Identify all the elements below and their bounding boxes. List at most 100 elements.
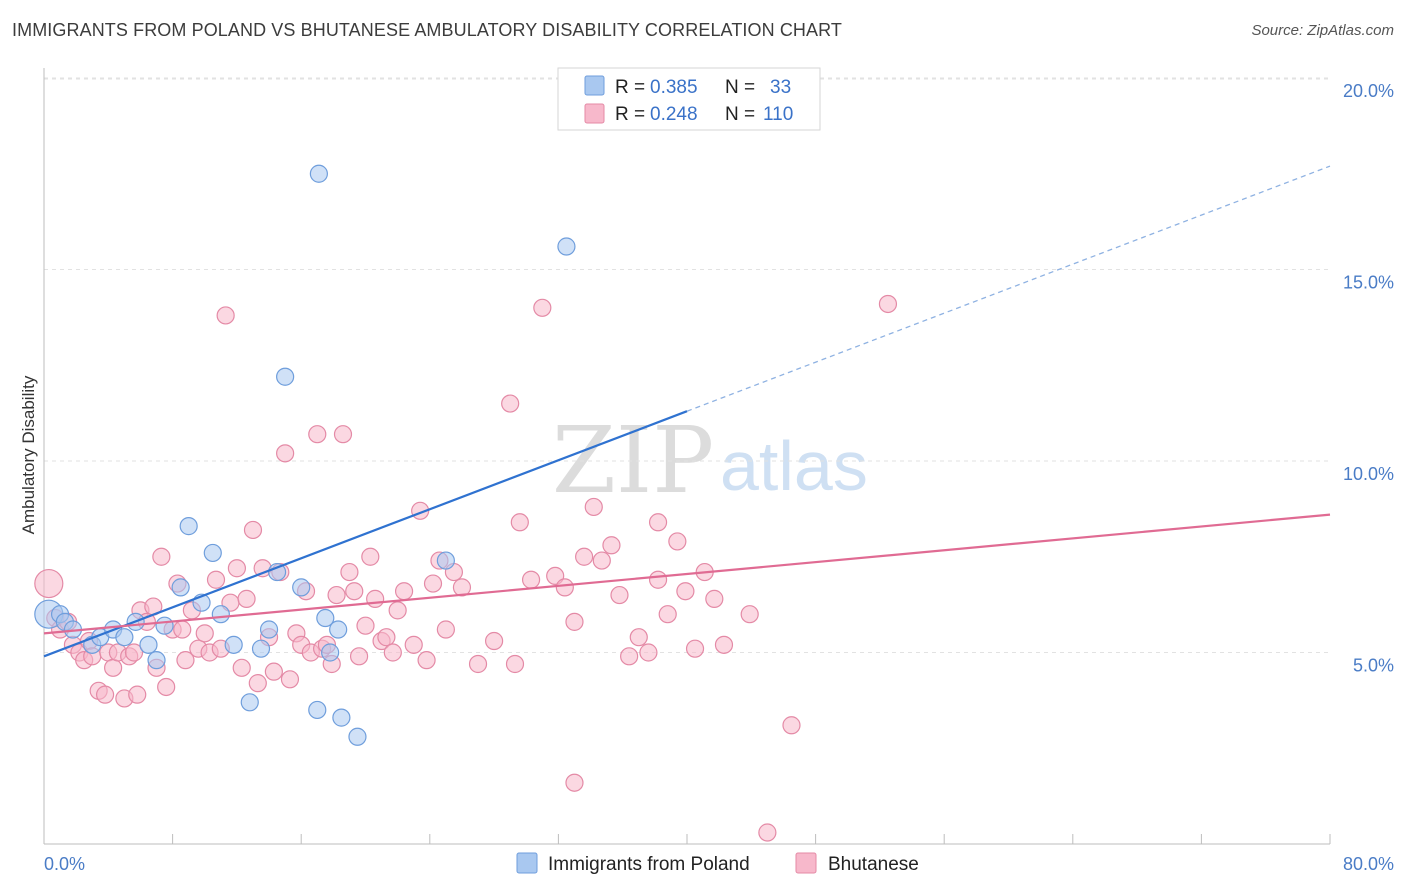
bhutanese-point	[592, 551, 611, 570]
poland-point	[139, 635, 158, 654]
legend-swatch-poland	[584, 75, 605, 96]
bhutanese-point	[417, 651, 436, 670]
bhutanese-point	[740, 605, 759, 624]
bhutanese-trend-line	[43, 513, 1331, 635]
y-tick-labels: 5.0% 10.0% 15.0% 20.0%	[1343, 81, 1394, 676]
bhutanese-point	[521, 570, 541, 589]
bhutanese-point	[383, 643, 402, 662]
bhutanese-point	[308, 425, 327, 444]
bhutanese-point	[157, 677, 176, 697]
bhutanese-point	[366, 589, 385, 608]
poland-point	[259, 620, 279, 639]
x-tick-marks	[43, 834, 1331, 844]
poland-point	[292, 578, 311, 597]
bhutanese-point	[280, 670, 300, 689]
bhutanese-point	[575, 547, 594, 566]
bhutanese-point	[423, 574, 443, 593]
series-legend-swatch-poland	[516, 852, 538, 874]
poland-points	[34, 164, 576, 746]
bhutanese-point	[510, 513, 529, 532]
poland-point	[203, 543, 222, 563]
legend-n-label-bhutanese: N =	[725, 104, 755, 125]
poland-point	[348, 727, 367, 746]
legend-r-label-poland: R =	[615, 77, 645, 98]
bhutanese-point	[333, 425, 353, 444]
bhutanese-point	[195, 624, 214, 643]
poland-point	[308, 700, 327, 720]
bhutanese-point	[345, 582, 364, 601]
series-legend-label-poland: Immigrants from Poland	[548, 854, 750, 875]
poland-point	[309, 164, 328, 183]
legend-r-label-bhutanese: R =	[615, 104, 645, 125]
poland-trend-extension	[686, 165, 1331, 412]
bhutanese-point	[584, 497, 603, 517]
bhutanese-point	[705, 589, 724, 608]
bhutanese-point	[610, 585, 629, 605]
bhutanese-point	[676, 582, 695, 601]
legend-n-value-poland: 33	[770, 77, 791, 98]
bhutanese-point	[243, 520, 263, 540]
bhutanese-point	[878, 294, 898, 314]
poland-point	[557, 237, 576, 256]
source-credit: Source: ZipAtlas.com	[1251, 22, 1394, 39]
poland-point	[321, 643, 340, 662]
bhutanese-point	[648, 570, 668, 589]
bhutanese-points	[34, 294, 898, 842]
bhutanese-point	[232, 658, 251, 677]
bhutanese-point	[356, 616, 375, 635]
watermark-zip: ZIP	[552, 407, 714, 514]
bhutanese-point	[237, 589, 256, 608]
bhutanese-point	[501, 394, 520, 413]
bhutanese-point	[216, 306, 235, 325]
poland-point	[316, 608, 335, 628]
bhutanese-point	[485, 631, 504, 651]
bhutanese-point	[658, 605, 677, 624]
bhutanese-point	[452, 578, 472, 597]
bhutanese-point	[327, 585, 346, 605]
poland-point	[251, 639, 271, 658]
trend-lines	[43, 165, 1331, 658]
poland-point	[436, 551, 455, 570]
bhutanese-point	[602, 536, 621, 555]
poland-point	[171, 578, 190, 597]
x-tick-label-min: 0.0%	[44, 854, 85, 874]
series-legend-swatch-bhutanese	[795, 852, 817, 874]
y-tick-label: 20.0%	[1343, 81, 1394, 101]
legend-r-value-poland: 0.385	[650, 77, 698, 98]
bhutanese-point	[394, 582, 414, 601]
bhutanese-point	[436, 620, 455, 639]
watermark-atlas: atlas	[720, 427, 868, 505]
bhutanese-point	[758, 823, 777, 842]
bhutanese-point	[377, 628, 396, 647]
bhutanese-point	[505, 654, 525, 674]
bhutanese-point	[34, 568, 64, 599]
poland-point	[224, 635, 243, 654]
poland-point	[332, 708, 351, 727]
bhutanese-point	[620, 647, 639, 666]
bhutanese-point	[714, 635, 734, 654]
bhutanese-point	[173, 620, 192, 639]
poland-point	[179, 517, 198, 536]
bhutanese-point	[685, 639, 705, 658]
bhutanese-point	[227, 559, 246, 578]
legend-r-value-bhutanese: 0.248	[650, 104, 698, 125]
y-tick-label: 15.0%	[1343, 273, 1394, 293]
poland-point	[329, 620, 348, 639]
bhutanese-point	[782, 716, 801, 735]
bhutanese-point	[668, 532, 687, 551]
series-legend-label-bhutanese: Bhutanese	[828, 854, 919, 875]
bhutanese-point	[276, 444, 295, 463]
bhutanese-point	[533, 298, 552, 317]
y-axis-label: Ambulatory Disability	[19, 375, 38, 534]
bhutanese-point	[104, 658, 123, 677]
bhutanese-point	[404, 635, 423, 654]
bhutanese-point	[152, 547, 171, 566]
bhutanese-point	[206, 570, 226, 589]
poland-point	[276, 367, 295, 386]
y-tick-label: 5.0%	[1353, 656, 1394, 676]
legend-swatch-bhutanese	[584, 103, 605, 124]
legend-n-value-bhutanese: 110	[763, 104, 793, 125]
legend-n-label-poland: N =	[725, 77, 755, 98]
poland-point	[211, 605, 230, 624]
poland-point	[240, 693, 259, 712]
